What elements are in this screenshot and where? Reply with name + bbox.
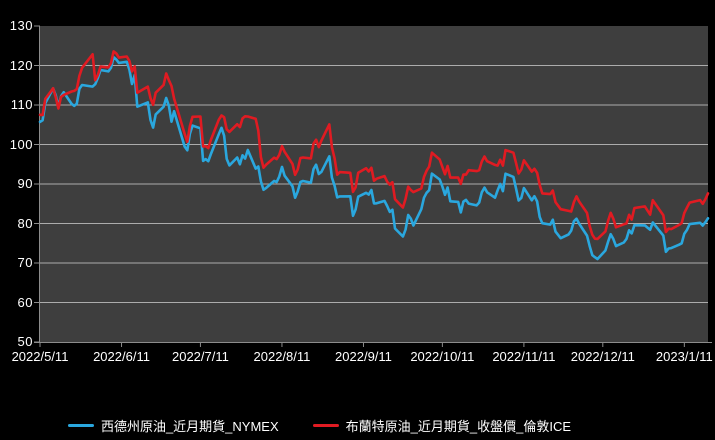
y-axis-tick-label: 60: [17, 294, 33, 310]
x-axis-tick-label: 2022/7/11: [171, 349, 229, 364]
gridlines: [40, 65, 708, 303]
x-axis-tick-label: 2022/11/11: [492, 349, 556, 364]
axes: [34, 25, 712, 347]
y-axis-tick-label: 90: [17, 176, 33, 191]
wti-series-line: [38, 55, 710, 261]
brent-legend-label: 布蘭特原油_近月期貨_收盤價_倫敦ICE: [345, 419, 572, 434]
x-axis-tick-label: 2023/1/11: [655, 349, 713, 364]
brent-legend-line-icon: [312, 424, 339, 427]
brent-series-line: [38, 50, 710, 241]
x-axis-tick-label: 2022/10/11: [410, 349, 475, 364]
x-axis-tick-label: 2022/6/11: [93, 349, 150, 364]
x-axis-tick-label: 2022/8/11: [253, 349, 311, 364]
chart-legend: 西德州原油_近月期貨_NYMEX 布蘭特原油_近月期貨_收盤價_倫敦ICE: [0, 416, 677, 435]
y-axis-tick-label: 50: [17, 334, 33, 349]
y-axis-tick-label: 110: [10, 97, 33, 112]
wti-legend-line-icon: [67, 424, 94, 427]
x-axis-tick-label: 2022/5/11: [11, 349, 69, 364]
x-axis-tick-label: 2022/12/11: [570, 349, 635, 364]
x-axis-tick-label: 2022/9/11: [335, 349, 392, 364]
y-axis-tick-label: 100: [9, 136, 33, 152]
y-axis-tick-label: 70: [17, 255, 33, 270]
legend-item-wti: 西德州原油_近月期貨_NYMEX: [67, 416, 279, 435]
y-axis-tick-label: 130: [9, 18, 33, 33]
y-axis-tick-label: 120: [9, 57, 33, 73]
wti-legend-label: 西德州原油_近月期貨_NYMEX: [100, 419, 279, 434]
y-axis-tick-label: 80: [17, 215, 33, 231]
legend-item-brent: 布蘭特原油_近月期貨_收盤價_倫敦ICE: [312, 416, 572, 435]
